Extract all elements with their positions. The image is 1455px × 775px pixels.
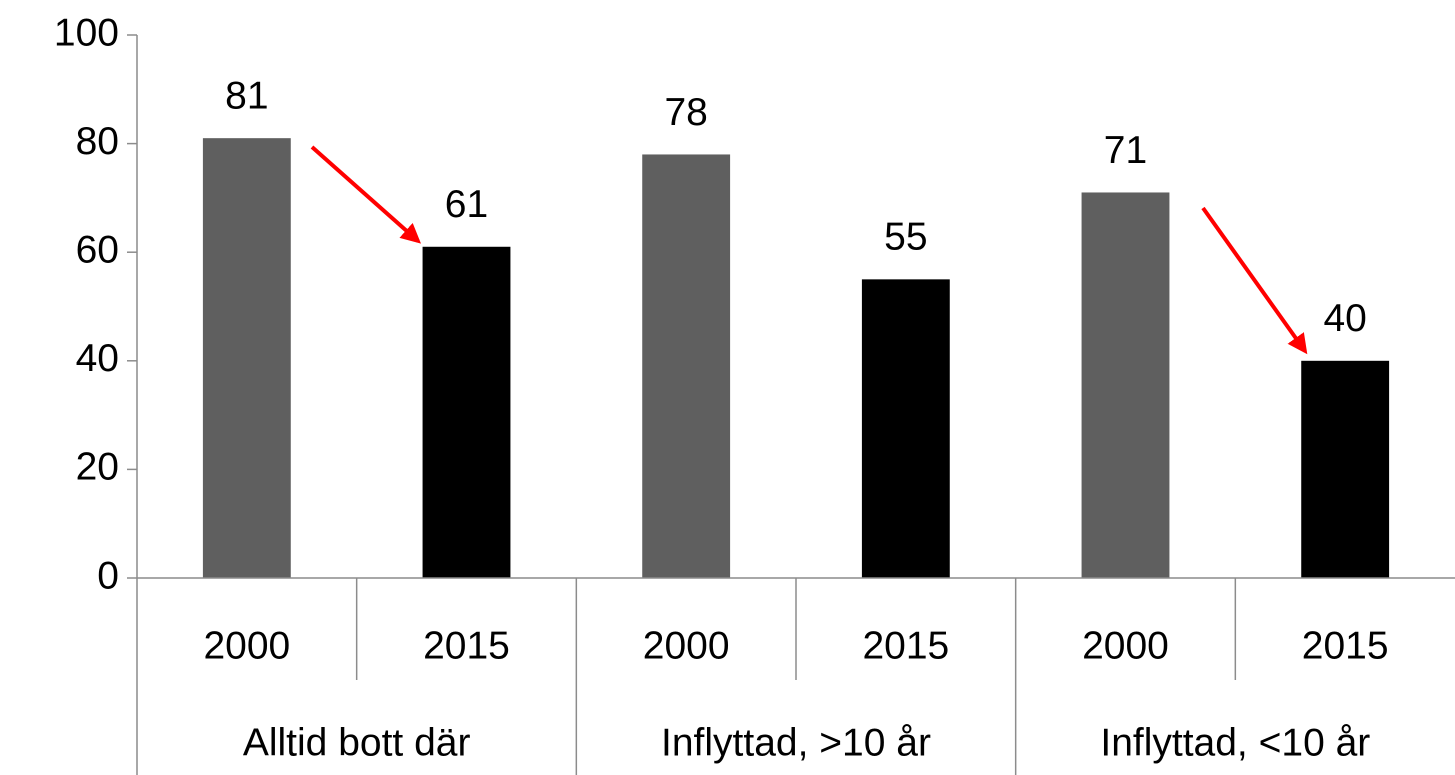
bar (642, 154, 731, 578)
y-tick-label: 80 (76, 120, 119, 163)
value-label: 71 (1104, 129, 1147, 172)
x-tick-label: 2015 (423, 624, 510, 667)
x-tick-label: 2000 (1082, 624, 1169, 667)
value-label: 55 (884, 216, 927, 259)
bar (1081, 192, 1170, 578)
bar (422, 246, 511, 578)
y-tick-label: 60 (76, 228, 119, 271)
x-tick-label: 2000 (643, 624, 730, 667)
value-label: 40 (1323, 297, 1366, 340)
x-tick-label: 2015 (862, 624, 949, 667)
y-tick-label: 100 (54, 11, 119, 54)
bar (202, 138, 291, 579)
x-tick-label: 2000 (203, 624, 290, 667)
y-tick-label: 20 (76, 446, 119, 489)
bar (1301, 360, 1390, 578)
group-label: Alltid bott där (243, 721, 471, 764)
value-label: 61 (445, 183, 488, 226)
trend-arrow (310, 145, 421, 244)
y-tick-label: 40 (76, 337, 119, 380)
group-label: Inflyttad, <10 år (1100, 721, 1370, 764)
y-tick-label: 0 (97, 554, 119, 597)
bar (861, 279, 950, 578)
value-label: 81 (225, 74, 268, 117)
x-tick-label: 2015 (1302, 624, 1389, 667)
value-label: 78 (664, 91, 707, 134)
trend-arrow (1201, 206, 1308, 355)
group-label: Inflyttad, >10 år (661, 721, 931, 764)
